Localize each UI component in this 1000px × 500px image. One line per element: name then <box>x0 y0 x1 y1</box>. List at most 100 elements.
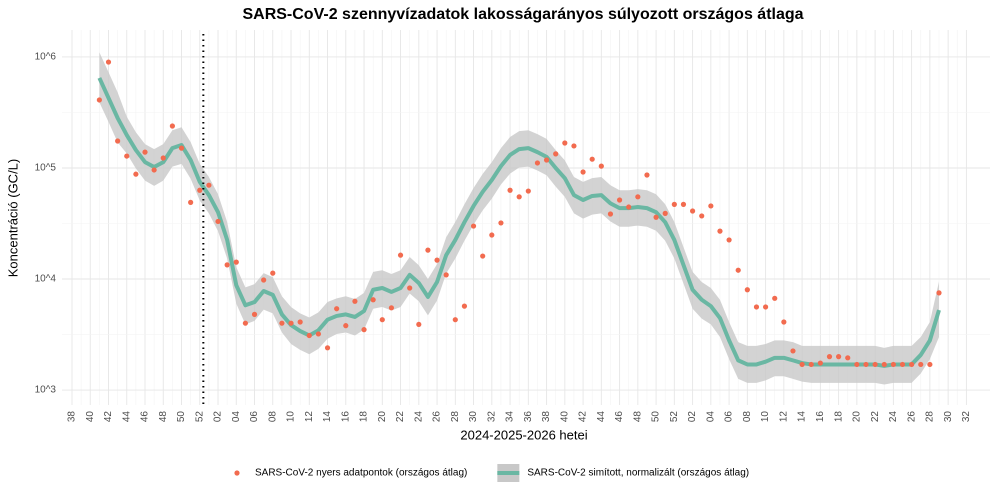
data-point <box>416 321 422 328</box>
data-point <box>206 182 212 188</box>
x-tick-label: 16 <box>815 411 826 423</box>
data-point <box>288 320 294 326</box>
x-tick-label: 18 <box>833 411 844 423</box>
data-point <box>699 213 705 219</box>
data-point <box>936 290 942 296</box>
data-point <box>671 201 677 207</box>
x-tick-label: 14 <box>797 411 808 423</box>
data-point <box>397 252 404 258</box>
data-point <box>735 267 741 273</box>
x-tick-label: 30 <box>468 411 479 423</box>
data-point <box>763 304 769 310</box>
data-point <box>826 354 833 360</box>
data-point <box>324 345 331 351</box>
legend-label: SARS-CoV-2 nyers adatpontok (országos át… <box>255 468 467 479</box>
data-point <box>188 199 194 205</box>
data-point <box>315 331 322 337</box>
data-point <box>616 197 623 203</box>
data-point <box>133 171 139 177</box>
data-point <box>480 253 486 259</box>
data-point <box>306 332 312 339</box>
data-point <box>881 361 887 368</box>
x-tick-label: 44 <box>596 411 607 423</box>
data-point <box>543 157 550 163</box>
x-tick-label: 02 <box>687 411 698 423</box>
data-point <box>270 270 276 276</box>
x-tick-label: 02 <box>213 411 224 423</box>
data-point <box>662 210 668 216</box>
x-tick-label: 44 <box>121 411 132 423</box>
data-point <box>379 317 385 323</box>
confidence-band <box>99 52 940 385</box>
data-point <box>407 285 413 291</box>
x-tick-label: 52 <box>194 411 205 423</box>
data-point <box>872 361 878 368</box>
x-tick-label: 48 <box>158 411 169 423</box>
data-point <box>607 211 614 217</box>
data-point <box>680 201 687 207</box>
x-tick-label: 22 <box>395 411 406 423</box>
data-point <box>726 237 732 243</box>
data-point <box>808 361 814 368</box>
x-tick-label: 26 <box>432 411 443 423</box>
x-tick-label: 36 <box>523 411 534 423</box>
x-tick-label: 04 <box>705 411 716 423</box>
data-point <box>151 167 157 173</box>
data-point <box>507 187 513 193</box>
x-tick-label: 20 <box>377 411 388 423</box>
data-point <box>644 172 650 178</box>
data-point <box>744 287 750 293</box>
data-point <box>443 272 449 278</box>
data-point <box>242 320 249 326</box>
x-tick-label: 20 <box>852 411 863 423</box>
x-tick-label: 06 <box>249 411 260 423</box>
x-tick-label: 06 <box>724 411 735 423</box>
data-point <box>251 311 258 317</box>
x-axis-title: 2024-2025-2026 hetei <box>460 427 587 442</box>
x-tick-label: 30 <box>943 411 954 423</box>
data-point <box>927 361 933 368</box>
x-tick-label: 42 <box>578 411 589 423</box>
legend-label: SARS-CoV-2 simított, normalizált (ország… <box>527 468 749 479</box>
y-tick-label: 10^3 <box>35 385 57 396</box>
chart-title: SARS-CoV-2 szennyvízadatok lakosságarány… <box>242 6 803 23</box>
data-point <box>525 188 531 194</box>
x-tick-label: 10 <box>760 411 771 423</box>
y-axis-title: Koncentráció (GC/L) <box>5 159 20 278</box>
data-point <box>918 361 924 368</box>
data-point <box>215 218 221 225</box>
data-point <box>772 295 778 301</box>
data-point <box>169 123 175 129</box>
data-point <box>534 160 541 166</box>
data-point <box>708 203 714 209</box>
x-tick-label: 48 <box>632 411 643 423</box>
x-tick-label: 08 <box>267 411 278 423</box>
data-point <box>845 355 851 361</box>
data-point <box>516 194 522 200</box>
data-point <box>753 304 760 310</box>
x-tick-label: 42 <box>103 411 114 423</box>
data-point <box>452 317 458 323</box>
data-point <box>571 143 577 149</box>
x-tick-label: 14 <box>322 411 333 423</box>
data-point <box>836 354 842 360</box>
legend: SARS-CoV-2 nyers adatpontok (országos át… <box>234 464 749 482</box>
data-point <box>178 145 185 151</box>
data-point <box>461 303 468 309</box>
data-point <box>589 156 595 162</box>
x-tick-label: 24 <box>888 411 899 423</box>
x-tick-label: 38 <box>67 411 78 423</box>
x-tick-label: 34 <box>505 411 516 423</box>
x-tick-label: 18 <box>359 411 370 423</box>
data-point <box>233 259 239 265</box>
x-tick-label: 24 <box>413 411 424 423</box>
data-point <box>370 297 376 303</box>
data-point <box>434 257 440 263</box>
data-point <box>115 138 121 144</box>
data-point <box>224 262 230 268</box>
data-point <box>598 163 604 169</box>
x-tick-label: 38 <box>541 411 552 423</box>
data-point <box>781 319 787 325</box>
x-tick-label: 50 <box>651 411 662 423</box>
